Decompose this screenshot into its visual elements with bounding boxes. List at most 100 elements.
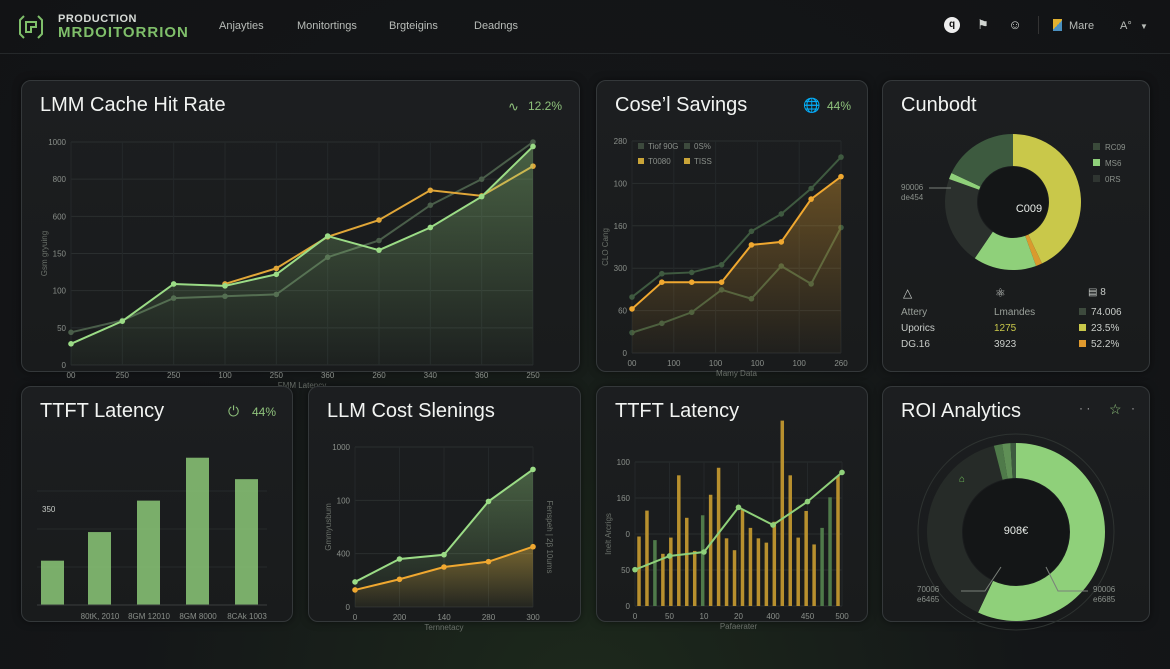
data-point	[778, 211, 785, 217]
x-tick-label: 500	[835, 612, 849, 621]
more-icon[interactable]: · ·	[1079, 401, 1091, 415]
ttft-bar-chart: 80tK, 2010 8GM 12010 8GM 8000 8CAk 1003 350	[37, 457, 267, 621]
data-point	[273, 265, 280, 272]
data-point	[688, 269, 695, 276]
data-point	[659, 270, 665, 277]
pulse-icon: ∿	[508, 99, 519, 114]
cunbodt-panel: Cunbodt C009 90006 de454 RC09 MS6 0RS △ ⚛…	[882, 80, 1150, 372]
bar	[740, 509, 745, 606]
cache-hit-chart: 0 50 100 150 600 800 1000 00 250 250 100 250 360 260 3…	[40, 138, 540, 390]
y-tick-label: 100	[614, 179, 628, 188]
callout-label: 90006 de454	[901, 183, 924, 202]
bar	[756, 538, 761, 606]
data-point	[376, 237, 382, 244]
data-point	[478, 176, 485, 182]
bar	[700, 515, 705, 606]
data-point	[629, 306, 635, 312]
y-tick-label: 400	[337, 550, 351, 559]
support-icon[interactable]: ☺	[1008, 17, 1022, 32]
data-point	[427, 224, 434, 231]
donut-slice	[945, 178, 993, 259]
x-tick-label: 0	[633, 612, 638, 621]
y-tick-label: 160	[617, 494, 631, 503]
data-point	[478, 193, 485, 200]
nav-item-anjayties[interactable]: Anjayties	[219, 20, 264, 32]
ttft-latency-combo-panel: TTFT Latency 0 50 0 160 100 0 50 10 20 400 450 500 P…	[596, 386, 868, 631]
language-selector[interactable]: A°	[1120, 20, 1132, 32]
nav-item-brgteigins[interactable]: Brgteigins	[389, 20, 438, 32]
donut-slice	[993, 444, 1008, 480]
dot-icon[interactable]: ·	[1131, 401, 1135, 415]
bar	[748, 527, 753, 606]
chevron-down-icon[interactable]: ▼	[1140, 22, 1148, 31]
bar	[812, 544, 816, 606]
user-icon	[1053, 19, 1062, 31]
series-line	[631, 175, 842, 310]
hit-rate-badge: 12.2%	[528, 99, 563, 113]
bar	[186, 457, 209, 605]
x-tick-label: 360	[321, 371, 335, 380]
data-point	[441, 551, 447, 558]
bar	[820, 527, 824, 606]
user-menu[interactable]: Mare	[1069, 20, 1095, 32]
stat-value: 74.006	[1079, 307, 1122, 318]
data-point	[530, 143, 536, 150]
bar	[796, 537, 800, 606]
nav-item-monitortings[interactable]: Monitortings	[297, 20, 357, 32]
donut-slice	[927, 445, 1003, 613]
x-tick-label: 100	[751, 359, 765, 368]
bar	[764, 542, 769, 606]
x-tick-label: 140	[437, 613, 451, 622]
stat-value: 3923	[994, 339, 1017, 350]
data-point	[396, 556, 403, 562]
data-point	[530, 466, 536, 473]
battery-icon: △	[903, 286, 913, 300]
search-icon[interactable]: q	[944, 17, 960, 33]
bell-icon[interactable]: ⚑	[977, 17, 989, 32]
legend-label: T0080	[648, 157, 671, 166]
nav-item-deadngs[interactable]: Deadngs	[474, 20, 519, 32]
y-tick-label: 100	[53, 287, 67, 296]
latency-badge: 44%	[252, 405, 277, 419]
callout-label-right: 90006 e6685	[1093, 585, 1116, 604]
data-point	[632, 566, 638, 573]
stat-label: Lmandes	[994, 307, 1036, 318]
data-point	[748, 242, 755, 248]
x-tick-label: 260	[834, 359, 848, 368]
bar	[708, 494, 713, 606]
bar	[724, 538, 729, 606]
series-line	[70, 145, 534, 345]
y-tick-label: 0	[346, 603, 351, 612]
data-point	[170, 281, 177, 287]
power-icon: ⏻	[228, 403, 240, 419]
stat-value: 52.2%	[1079, 339, 1119, 350]
donut-hole	[963, 479, 1069, 585]
cost-savings-panel: Cose’l Savings 🌐 44% 0 60 300 160 100 280 00 10…	[596, 80, 868, 378]
y-axis-label: Gsm gryuing	[40, 231, 49, 276]
bar	[804, 510, 808, 606]
bar	[669, 537, 673, 606]
y-tick-label: 300	[614, 264, 628, 273]
y-tick-label: 1000	[48, 138, 66, 147]
data-point	[530, 543, 536, 550]
donut-hole	[978, 167, 1048, 237]
panel-title: LLM Cost Slenings	[327, 400, 495, 422]
brand-name: MRDOITORRION	[58, 24, 189, 41]
panel-title: TTFT Latency	[615, 400, 740, 422]
y-tick-label: 600	[53, 212, 67, 221]
y-tick-label: 0	[626, 602, 631, 611]
bar-annotation: 350	[42, 505, 56, 514]
bar	[788, 475, 792, 606]
x-tick-label: 340	[424, 371, 438, 380]
y-tick-label: 50	[621, 566, 630, 575]
stat-value: 1275	[994, 323, 1017, 334]
star-icon[interactable]: ☆	[1109, 401, 1122, 417]
data-point	[666, 553, 673, 559]
data-point	[68, 341, 74, 347]
outer-ring	[917, 433, 1115, 631]
data-point	[119, 318, 126, 324]
x-tick-label: 260	[372, 371, 386, 380]
legend-label: Tiof 90G	[648, 142, 678, 151]
legend-swatch	[638, 158, 644, 164]
y-tick-label: 160	[614, 222, 628, 231]
